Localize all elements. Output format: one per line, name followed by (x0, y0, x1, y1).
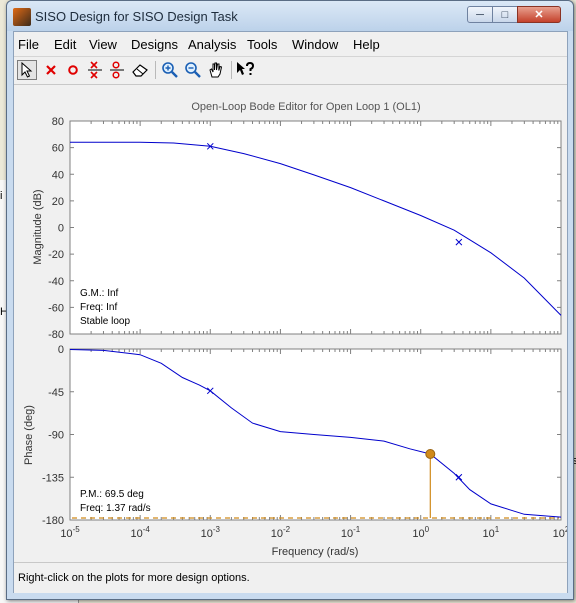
eraser-icon (132, 64, 148, 77)
magnitude-y-tick-label: 60 (52, 143, 64, 155)
phase-margin-label: P.M.: 69.5 deg (80, 489, 144, 500)
add-real-pole-icon (46, 65, 56, 75)
zoom-out-icon (185, 62, 201, 78)
menu-view[interactable]: View (89, 37, 117, 52)
magnitude-y-ticks: 80 60 40 20 0 -20 -40 -60 -80 (48, 116, 561, 341)
phase-y-tick-label: -180 (42, 515, 64, 527)
siso-design-window: SISO Design for SISO Design Task ─ □ ✕ F… (6, 0, 574, 600)
magnitude-pole-marker (206, 142, 214, 150)
phase-axis-label: Phase (deg) (23, 405, 35, 465)
window-title: SISO Design for SISO Design Task (35, 9, 238, 24)
magnitude-pole-marker (455, 238, 463, 246)
frequency-tick-label: 101 (483, 525, 500, 540)
stability-label: Stable loop (80, 316, 130, 327)
phase-curve[interactable] (69, 349, 562, 518)
matlab-icon (13, 8, 31, 26)
erase-button[interactable] (130, 60, 150, 80)
menu-window[interactable]: Window (292, 37, 339, 52)
add-complex-pole-icon (88, 61, 102, 79)
frequency-tick-label: 10-5 (60, 525, 80, 540)
frequency-tick-label: 10-1 (341, 525, 361, 540)
magnitude-y-tick-label: -40 (48, 276, 64, 288)
gain-margin-label: G.M.: Inf (80, 288, 119, 299)
phase-margin-freq-label: Freq: 1.37 rad/s (80, 503, 151, 514)
maximize-button[interactable]: □ (492, 6, 518, 23)
menu-file[interactable]: File (18, 37, 39, 52)
magnitude-x-ticks (69, 121, 562, 334)
phase-y-tick-label: -45 (48, 387, 64, 399)
minimize-button[interactable]: ─ (467, 6, 493, 23)
zoom-in-icon (162, 62, 178, 78)
window-client-area: File Edit View Designs Analysis Tools Wi… (13, 31, 568, 593)
gain-margin-freq-label: Freq: Inf (80, 302, 117, 313)
frequency-tick-label: 100 (412, 525, 429, 540)
bode-plot[interactable]: Open-Loop Bode Editor for Open Loop 1 (O… (14, 85, 567, 561)
menu-bar: File Edit View Designs Analysis Tools Wi… (14, 32, 567, 57)
toolbar (14, 57, 567, 85)
magnitude-curve[interactable] (70, 141, 562, 316)
phase-pole-marker (206, 387, 214, 395)
frequency-tick-labels: 10-5 10-4 10-3 10-2 10-1 100 101 102 (60, 525, 567, 540)
phase-y-tick-label: -135 (42, 472, 64, 484)
magnitude-y-tick-label: 20 (52, 196, 64, 208)
frequency-tick-label: 10-3 (201, 525, 221, 540)
magnitude-y-tick-label: -60 (48, 302, 64, 314)
chart-title: Open-Loop Bode Editor for Open Loop 1 (O… (191, 101, 420, 113)
toolbar-separator (155, 61, 156, 79)
whats-this-icon (237, 61, 255, 75)
magnitude-axis-label: Magnitude (dB) (32, 189, 44, 264)
magnitude-y-tick-label: -20 (48, 249, 64, 261)
menu-help[interactable]: Help (353, 37, 380, 52)
phase-margin-marker[interactable] (425, 448, 436, 459)
toolbar-separator (231, 61, 232, 79)
add-complex-zero-button[interactable] (107, 60, 127, 80)
frequency-tick-label: 102 (553, 525, 567, 540)
status-bar: Right-click on the plots for more design… (14, 562, 567, 593)
magnitude-y-tick-label: 80 (52, 116, 64, 128)
phase-y-tick-label: 0 (58, 344, 64, 356)
phase-y-tick-label: -90 (48, 430, 64, 442)
magnitude-y-tick-label: -80 (48, 329, 64, 341)
menu-tools[interactable]: Tools (247, 37, 278, 52)
frequency-tick-label: 10-4 (130, 525, 150, 540)
zoom-out-button[interactable] (183, 60, 203, 80)
select-arrow-icon (21, 62, 33, 78)
phase-markers (206, 387, 463, 481)
pan-hand-icon (209, 62, 223, 78)
phase-y-ticks: 0 -45 -90 -135 -180 (42, 344, 561, 527)
magnitude-y-tick-label: 0 (58, 223, 64, 235)
magnitude-markers (206, 142, 463, 246)
zoom-in-button[interactable] (160, 60, 180, 80)
select-tool-button[interactable] (17, 60, 37, 80)
add-real-zero-button[interactable] (63, 60, 83, 80)
magnitude-y-tick-label: 40 (52, 169, 64, 181)
add-complex-zero-icon (110, 61, 124, 79)
add-real-zero-icon (68, 65, 78, 75)
menu-designs[interactable]: Designs (131, 37, 178, 52)
magnitude-axes[interactable] (69, 120, 562, 335)
add-complex-pole-button[interactable] (85, 60, 105, 80)
title-bar[interactable]: SISO Design for SISO Design Task ─ □ ✕ (7, 1, 573, 31)
close-button[interactable]: ✕ (517, 6, 561, 23)
bode-figure-area: Open-Loop Bode Editor for Open Loop 1 (O… (14, 85, 567, 561)
add-real-pole-button[interactable] (41, 60, 61, 80)
background-text: i (0, 190, 3, 202)
pan-button[interactable] (206, 60, 226, 80)
phase-pole-marker (455, 473, 463, 481)
menu-edit[interactable]: Edit (54, 37, 77, 52)
status-text: Right-click on the plots for more design… (18, 572, 250, 584)
frequency-tick-label: 10-2 (271, 525, 291, 540)
whats-this-button[interactable] (236, 60, 256, 80)
background-text: H (0, 306, 8, 318)
frequency-axis-label: Frequency (rad/s) (272, 546, 359, 558)
menu-analysis[interactable]: Analysis (188, 37, 237, 52)
